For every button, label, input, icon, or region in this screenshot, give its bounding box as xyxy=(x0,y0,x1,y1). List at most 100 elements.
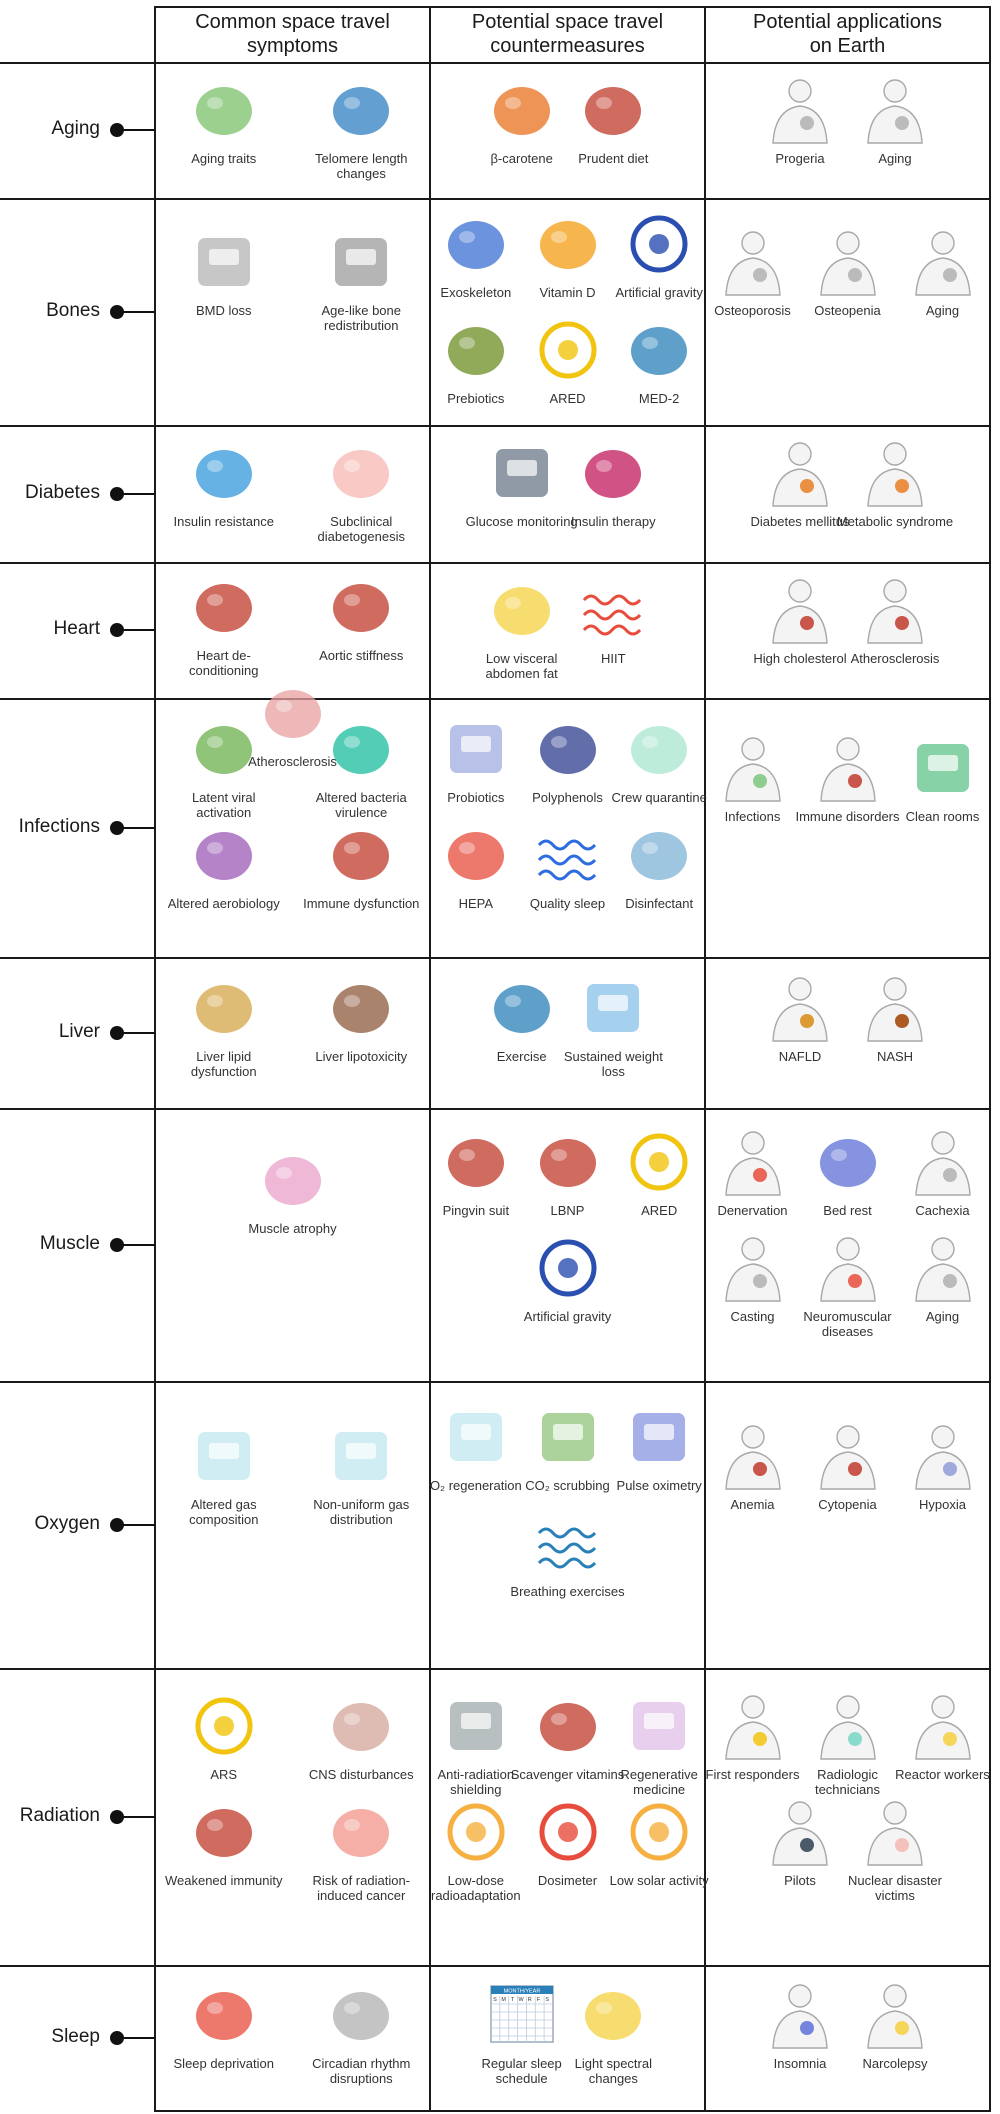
applications-item-label: Atherosclerosis xyxy=(850,651,940,667)
countermeasures-item-label: Anti-radiation shielding xyxy=(437,1766,515,1797)
brain-bulb-icon xyxy=(333,1991,390,2040)
applications-item-label: Reactor workers xyxy=(895,1766,990,1782)
applications-item: Radiologic technicians xyxy=(788,1691,908,1797)
person-muscle-icon xyxy=(819,1236,876,1302)
countermeasures-item: MED-2 xyxy=(599,315,719,406)
row-connector-line xyxy=(117,1815,155,1818)
countermeasures-item: Breathing exercises xyxy=(508,1508,628,1599)
applications-item-label: Immune disorders xyxy=(795,808,900,824)
header-countermeasures: Potential space travel countermeasures xyxy=(471,11,664,57)
countermeasures-item-label: Pingvin suit xyxy=(442,1202,510,1218)
countermeasures-item-label: MED-2 xyxy=(638,390,680,406)
countermeasures-item: Disinfectant xyxy=(599,820,719,911)
symptoms-item: Sleep deprivation xyxy=(164,1980,284,2071)
countermeasures-item-label: Vitamin D xyxy=(539,284,596,300)
countermeasures-item-label: Light spectral changes xyxy=(574,2055,652,2086)
chromosome-icon xyxy=(333,87,390,136)
header-applications: Potential applications on Earth xyxy=(752,11,942,57)
symptoms-item: Altered gas composition xyxy=(164,1421,284,1527)
countermeasures-item-label: ARED xyxy=(641,1202,678,1218)
countermeasures-item-label: Exoskeleton xyxy=(440,284,512,300)
no-sleep-icon xyxy=(195,1991,252,2040)
applications-item: Aging xyxy=(883,1233,1000,1324)
radiation-symbol-icon xyxy=(195,1697,253,1755)
glucometer-icon xyxy=(495,449,548,498)
symptoms-item-label: Altered gas composition xyxy=(189,1496,259,1527)
countermeasures-item: Exercise xyxy=(462,973,582,1064)
applications-item: High cholesterol xyxy=(740,575,860,666)
calendar-weekday: S xyxy=(545,1997,549,2003)
applications-item-label: Osteoporosis xyxy=(714,303,791,319)
applications-item-label: Metabolic syndrome xyxy=(836,514,954,530)
row-label: Oxygen xyxy=(34,1512,100,1534)
row-divider xyxy=(0,1381,991,1383)
countermeasures-item-label: Insulin therapy xyxy=(571,514,656,530)
symptoms-item: Liver lipid dysfunction xyxy=(164,973,284,1079)
applications-item: Osteoporosis xyxy=(693,227,813,318)
hand-drop-icon xyxy=(724,1424,781,1490)
calendar-title: MONTH/YEAR xyxy=(503,1988,540,1994)
countermeasures-item-label: O₂ regeneration xyxy=(429,1478,522,1494)
countermeasures-item: Insulin therapy xyxy=(553,438,673,529)
plant-boxes-arrows-icon xyxy=(335,1431,388,1480)
mask-icon xyxy=(631,726,688,775)
applications-item-label: Diabetes mellitus xyxy=(750,514,850,530)
filter-funnel-icon xyxy=(447,832,504,881)
countermeasures-item-label: Probiotics xyxy=(447,790,505,806)
countermeasures-item: Probiotics xyxy=(416,714,536,805)
symptoms-item: Liver lipotoxicity xyxy=(301,973,421,1064)
countermeasures-item: Low solar activity xyxy=(599,1797,719,1888)
row-divider xyxy=(0,562,991,564)
symptoms-item-label: Age-like bone redistribution xyxy=(321,303,402,334)
ribcage-icon xyxy=(724,231,781,296)
intestine-fat-icon xyxy=(493,587,550,636)
row-connector-line xyxy=(117,1031,155,1034)
symptoms-item: BMD loss xyxy=(164,227,284,318)
countermeasures-item-label: Low-dose radioadaptation xyxy=(431,1872,521,1903)
countermeasures-item: Dosimeter xyxy=(508,1797,628,1888)
symptoms-item: CNS disturbances xyxy=(301,1691,421,1782)
torso-heart-icon xyxy=(772,579,828,644)
symptoms-item: Telomere length changes xyxy=(301,75,421,181)
torso-heart-icon xyxy=(867,579,923,644)
symptoms-item: ARS xyxy=(164,1691,284,1782)
applications-item: Neuromuscular diseases xyxy=(788,1233,908,1339)
applications-item-label: High cholesterol xyxy=(753,651,847,667)
applications-item: Cachexia xyxy=(883,1127,1000,1218)
countermeasures-item: CO₂ scrubbing xyxy=(508,1402,628,1493)
countermeasures-item: Scavenger vitamins xyxy=(508,1691,628,1782)
sponge-block-icon xyxy=(541,1413,594,1462)
exoskeleton-icon xyxy=(447,220,504,269)
applications-item: Aging xyxy=(835,75,955,166)
countermeasures-item: Regenerative medicine xyxy=(599,1691,719,1797)
row-divider xyxy=(0,198,991,200)
symptoms-item-label: Heart de-conditioning xyxy=(189,648,259,678)
gravity-wheel-icon xyxy=(539,1239,596,1297)
arm-sling-icon xyxy=(724,1236,781,1302)
symptoms-item: Atherosclerosis xyxy=(233,678,353,769)
oximeter-icon xyxy=(633,1413,686,1462)
symptoms-item: Weakened immunity xyxy=(164,1797,284,1888)
symptoms-item: Aortic stiffness xyxy=(301,572,421,663)
row-connector-line xyxy=(117,1243,155,1246)
countermeasures-item: β-carotene xyxy=(462,75,582,166)
countermeasures-item: HEPA xyxy=(416,820,536,911)
plant-box-arrows-icon xyxy=(197,1431,250,1480)
ecg-icon xyxy=(583,594,642,636)
countermeasures-item-label: ARED xyxy=(549,390,586,406)
countermeasures-item-label: Scavenger vitamins xyxy=(510,1766,625,1782)
symptoms-item-label: Latent viral activation xyxy=(191,790,256,821)
fatty-liver-icon xyxy=(195,984,252,1033)
countermeasures-item: Pulse oximetry xyxy=(599,1402,719,1493)
row-label: Radiation xyxy=(19,1804,100,1826)
symptoms-item: Muscle atrophy xyxy=(233,1145,353,1236)
insulin-receptor-icon xyxy=(195,450,252,499)
countermeasures-item-label: Breathing exercises xyxy=(510,1584,625,1600)
symptoms-item-label: Immune dysfunction xyxy=(303,896,420,912)
antibody-icon xyxy=(333,832,390,881)
row-label: Infections xyxy=(18,815,100,837)
squat-rack-icon xyxy=(539,321,596,379)
symptoms-item-label: Risk of radiation-induced cancer xyxy=(312,1872,411,1903)
countermeasures-item-label: LBNP xyxy=(550,1202,585,1218)
countermeasures-item: O₂ regeneration xyxy=(416,1402,536,1493)
